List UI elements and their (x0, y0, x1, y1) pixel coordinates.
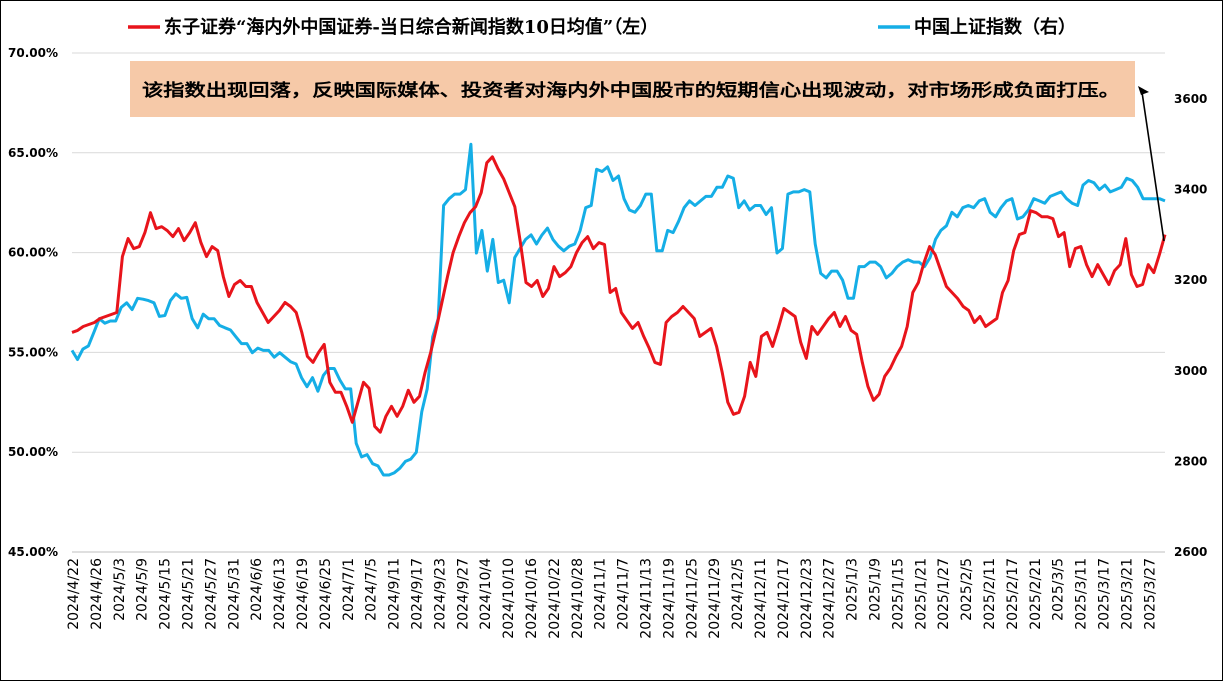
x-tick-label: 2024/10/22 (547, 558, 563, 639)
x-tick-label: 2025/1/15 (890, 558, 906, 630)
x-tick-label: 2024/6/13 (272, 558, 288, 630)
annotation-text: 该指数出现回落，反映国际媒体、投资者对海内外中国股市的短期信心出现波动，对市场形… (142, 80, 1120, 101)
x-tick-label: 2025/2/5 (959, 558, 975, 621)
legend: 东子证券“海内外中国证券-当日综合新闻指数10日均值”（左） 中国上证指数（右） (128, 16, 1076, 38)
x-tick-label: 2024/6/25 (318, 558, 334, 630)
x-tick-label: 2024/6/6 (249, 558, 265, 621)
x-tick-label: 2024/12/11 (753, 558, 769, 639)
x-tick-label: 2025/2/11 (982, 558, 998, 630)
x-tick-label: 2024/5/15 (158, 558, 174, 630)
x-tick-label: 2024/5/31 (226, 558, 242, 630)
left-tick-label: 55.00% (8, 345, 58, 359)
series-lines (70, 142, 1167, 477)
x-tick-label: 2024/12/23 (799, 558, 815, 639)
x-tick-label: 2025/1/9 (868, 558, 884, 621)
annotation-arrow-head (1138, 86, 1149, 95)
x-tick-label: 2024/7/1 (341, 558, 357, 621)
x-tick-label: 2024/10/10 (501, 558, 517, 639)
x-tick-label: 2025/2/21 (1028, 558, 1044, 630)
right-tick-label: 3000 (1174, 364, 1207, 378)
x-tick-label: 2024/6/19 (295, 558, 311, 630)
left-tick-label: 45.00% (8, 545, 58, 559)
x-tick-label: 2024/12/17 (776, 558, 792, 639)
x-tick-label: 2024/10/16 (524, 558, 540, 639)
left-tick-label: 65.00% (8, 146, 58, 160)
x-tick-label: 2025/3/5 (1051, 558, 1067, 621)
right-tick-label: 3400 (1174, 183, 1207, 197)
x-tick-label: 2024/4/26 (89, 558, 105, 630)
annotation: 该指数出现回落，反映国际媒体、投资者对海内外中国股市的短期信心出现波动，对市场形… (130, 61, 1165, 242)
right-tick-label: 3600 (1174, 92, 1207, 106)
x-tick-label: 2024/11/7 (616, 558, 632, 630)
legend-label-blue: 中国上证指数（右） (914, 16, 1076, 38)
left-tick-label: 50.00% (8, 445, 58, 459)
x-tick-label: 2024/10/28 (570, 558, 586, 639)
x-tick-label: 2024/11/25 (684, 558, 700, 639)
left-tick-label: 70.00% (8, 46, 58, 60)
legend-label-red: 东子证券“海内外中国证券-当日综合新闻指数10日均值”（左） (164, 16, 658, 38)
x-tick-label: 2024/5/27 (203, 558, 219, 630)
x-tick-label: 2024/12/27 (822, 558, 838, 639)
x-tick-label: 2025/3/17 (1097, 558, 1113, 630)
x-tick-label: 2024/5/3 (112, 558, 128, 621)
x-tick-label: 2025/2/17 (1005, 558, 1021, 630)
right-tick-label: 3200 (1174, 273, 1207, 287)
left-tick-label: 60.00% (8, 246, 58, 260)
x-tick-label: 2024/5/9 (135, 558, 151, 621)
x-tick-label: 2025/3/27 (1142, 558, 1158, 630)
x-tick-label: 2024/9/11 (387, 558, 403, 630)
x-tick-label: 2024/11/19 (661, 558, 677, 639)
x-tick-label: 2024/4/22 (66, 558, 82, 630)
right-axis-ticks: 2600 2800 3000 3200 3400 3600 (1174, 92, 1207, 559)
x-tick-label: 2024/12/5 (730, 558, 746, 630)
x-tick-label: 2024/9/23 (432, 558, 448, 630)
x-tick-label: 2024/9/17 (410, 558, 426, 630)
x-tick-label: 2024/11/29 (707, 558, 723, 639)
series-line-shanghai-index (70, 142, 1166, 477)
x-tick-label: 2024/10/4 (478, 558, 494, 630)
x-tick-label: 2025/1/27 (936, 558, 952, 630)
x-tick-label: 2025/3/21 (1119, 558, 1135, 630)
series-line-news-index (71, 155, 1167, 434)
x-tick-label: 2024/11/13 (639, 558, 655, 639)
x-tick-label: 2024/5/21 (181, 558, 197, 630)
x-tick-label: 2024/9/27 (455, 558, 471, 630)
x-tick-label: 2025/1/3 (845, 558, 861, 621)
annotation-arrow-line (1141, 91, 1165, 242)
x-axis-ticks: 2024/4/22 2024/4/26 2024/5/3 2024/5/9 2024/5… (66, 558, 1158, 639)
x-tick-label: 2024/11/1 (593, 558, 609, 630)
x-tick-label: 2024/7/5 (364, 558, 380, 621)
annotation-box (130, 61, 1135, 117)
left-axis-ticks: 45.00% 50.00% 55.00% 60.00% 65.00% 70.00% (8, 46, 58, 559)
x-tick-label: 2025/1/21 (913, 558, 929, 630)
x-tick-label: 2025/3/11 (1074, 558, 1090, 630)
right-tick-label: 2600 (1174, 545, 1207, 559)
right-tick-label: 2800 (1174, 454, 1207, 468)
